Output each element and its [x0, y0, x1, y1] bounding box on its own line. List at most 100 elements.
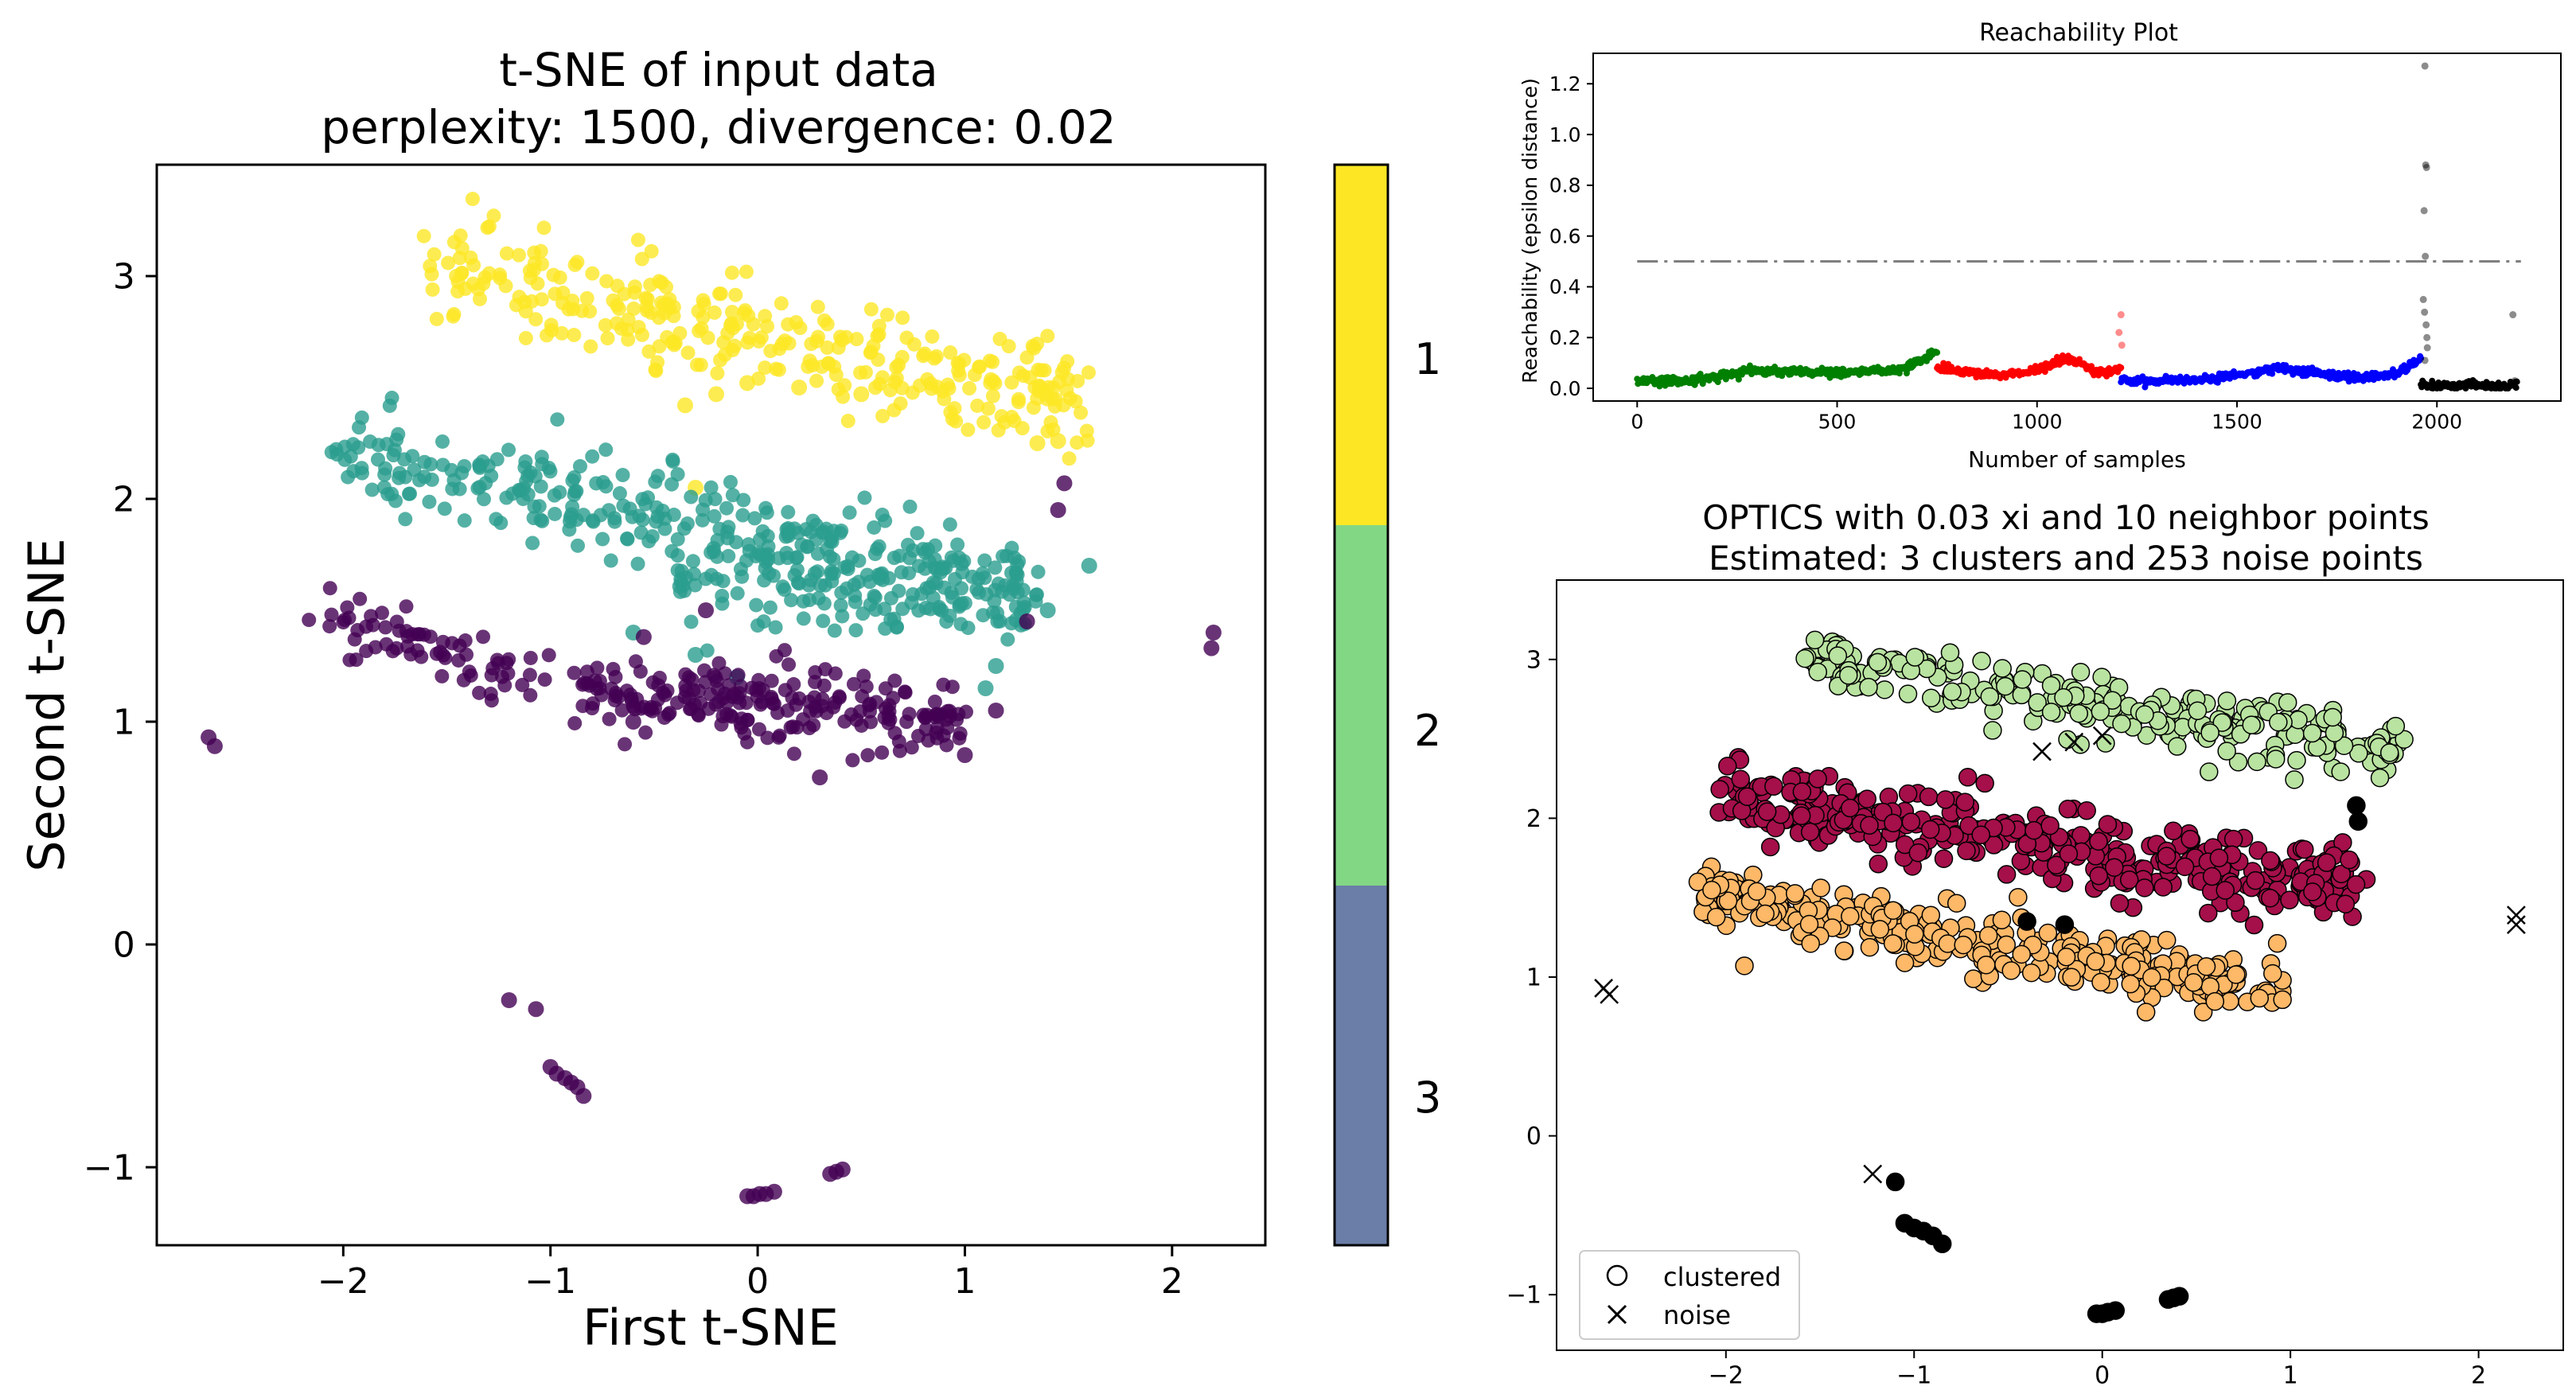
data-point	[992, 332, 1007, 347]
legend-x-marker	[1607, 1304, 1627, 1325]
data-point	[550, 412, 565, 427]
data-point	[2188, 701, 2208, 721]
data-point	[2295, 839, 2314, 859]
data-point	[912, 378, 927, 393]
data-point	[501, 442, 516, 458]
data-point	[809, 703, 824, 718]
reachability-outlier	[2422, 252, 2430, 260]
data-point	[660, 296, 675, 311]
data-point	[792, 576, 807, 591]
data-point	[620, 322, 635, 337]
y-tick-label: 0	[113, 925, 135, 965]
data-point	[707, 305, 722, 320]
data-point	[751, 672, 766, 687]
tsne-subtitle: perplexity: 1500, divergence: 0.02	[321, 100, 1116, 154]
reachability-xlabel: Number of samples	[1968, 446, 2186, 473]
data-point	[2058, 730, 2077, 750]
data-point	[821, 356, 836, 371]
data-point	[1031, 362, 1046, 377]
data-point	[1834, 941, 1854, 960]
data-point	[1029, 435, 1046, 451]
data-point	[322, 581, 337, 596]
data-point	[1828, 646, 1848, 665]
data-point	[855, 689, 870, 704]
data-point	[2317, 853, 2336, 872]
noise-x-marker	[2064, 732, 2084, 752]
data-point	[602, 711, 617, 726]
data-point	[665, 454, 680, 469]
reachability-ylabel: Reachability (epsilon distance)	[1518, 78, 1541, 384]
data-point	[1957, 841, 1976, 861]
data-point	[1972, 651, 1991, 671]
data-point	[452, 481, 467, 497]
data-point	[391, 426, 406, 442]
y-tick-label: 0.0	[1549, 377, 1581, 400]
noise-x-marker	[2092, 726, 2112, 746]
data-point	[1688, 872, 1708, 892]
optics-points	[1594, 630, 2526, 1323]
tsne-xlabel: First t-SNE	[583, 1299, 839, 1357]
data-point	[741, 537, 756, 552]
data-point	[775, 579, 790, 594]
data-point	[731, 668, 746, 683]
reachability-point	[1714, 379, 1721, 386]
data-point	[2331, 762, 2350, 781]
data-point	[2071, 663, 2091, 682]
data-point	[875, 370, 890, 385]
data-point	[2285, 770, 2304, 789]
data-point	[826, 551, 841, 567]
data-point	[2119, 870, 2139, 890]
data-point	[1050, 502, 1066, 518]
data-point	[906, 337, 922, 352]
data-point	[842, 505, 857, 520]
data-point	[2379, 743, 2399, 762]
data-point	[719, 500, 735, 516]
data-point	[1074, 405, 1089, 420]
data-point	[754, 330, 769, 345]
data-point	[970, 398, 985, 413]
data-point	[904, 740, 919, 755]
data-point	[812, 769, 828, 785]
data-point	[736, 306, 751, 321]
data-point	[2059, 844, 2079, 863]
legend-label-clustered: clustered	[1663, 1262, 1781, 1292]
data-point	[1718, 757, 1737, 776]
data-point	[831, 382, 846, 397]
data-point	[747, 511, 762, 526]
data-point	[382, 398, 397, 413]
data-point	[2154, 978, 2173, 998]
data-point	[860, 748, 875, 763]
data-point	[1070, 373, 1085, 388]
data-point	[378, 461, 393, 476]
reachability-outlier	[2421, 356, 2429, 364]
data-point	[575, 1088, 592, 1104]
data-point	[1756, 904, 1775, 924]
data-point	[664, 543, 680, 559]
data-point	[501, 992, 517, 1008]
data-point	[977, 553, 992, 568]
data-point	[670, 532, 685, 547]
data-point	[569, 484, 584, 499]
reachability-point	[2118, 364, 2125, 372]
data-point	[392, 465, 407, 481]
data-point	[472, 685, 487, 700]
data-point	[910, 526, 925, 541]
legend-circle-marker	[1606, 1264, 1628, 1287]
data-point	[2266, 750, 2286, 769]
data-point	[572, 459, 587, 474]
data-point	[1934, 849, 1954, 868]
data-point	[1932, 1234, 1952, 1254]
data-point	[476, 629, 491, 644]
data-point	[768, 620, 783, 635]
data-point	[437, 501, 452, 516]
data-point	[713, 286, 728, 302]
x-tick-label: 1000	[2012, 410, 2063, 433]
data-point	[1884, 901, 1903, 920]
data-point	[579, 290, 594, 306]
data-point	[2223, 829, 2243, 849]
x-tick-label: −2	[1709, 1362, 1744, 1390]
data-point	[988, 658, 1004, 674]
data-point	[1947, 894, 1966, 913]
data-point	[809, 333, 824, 349]
data-point	[898, 685, 913, 700]
